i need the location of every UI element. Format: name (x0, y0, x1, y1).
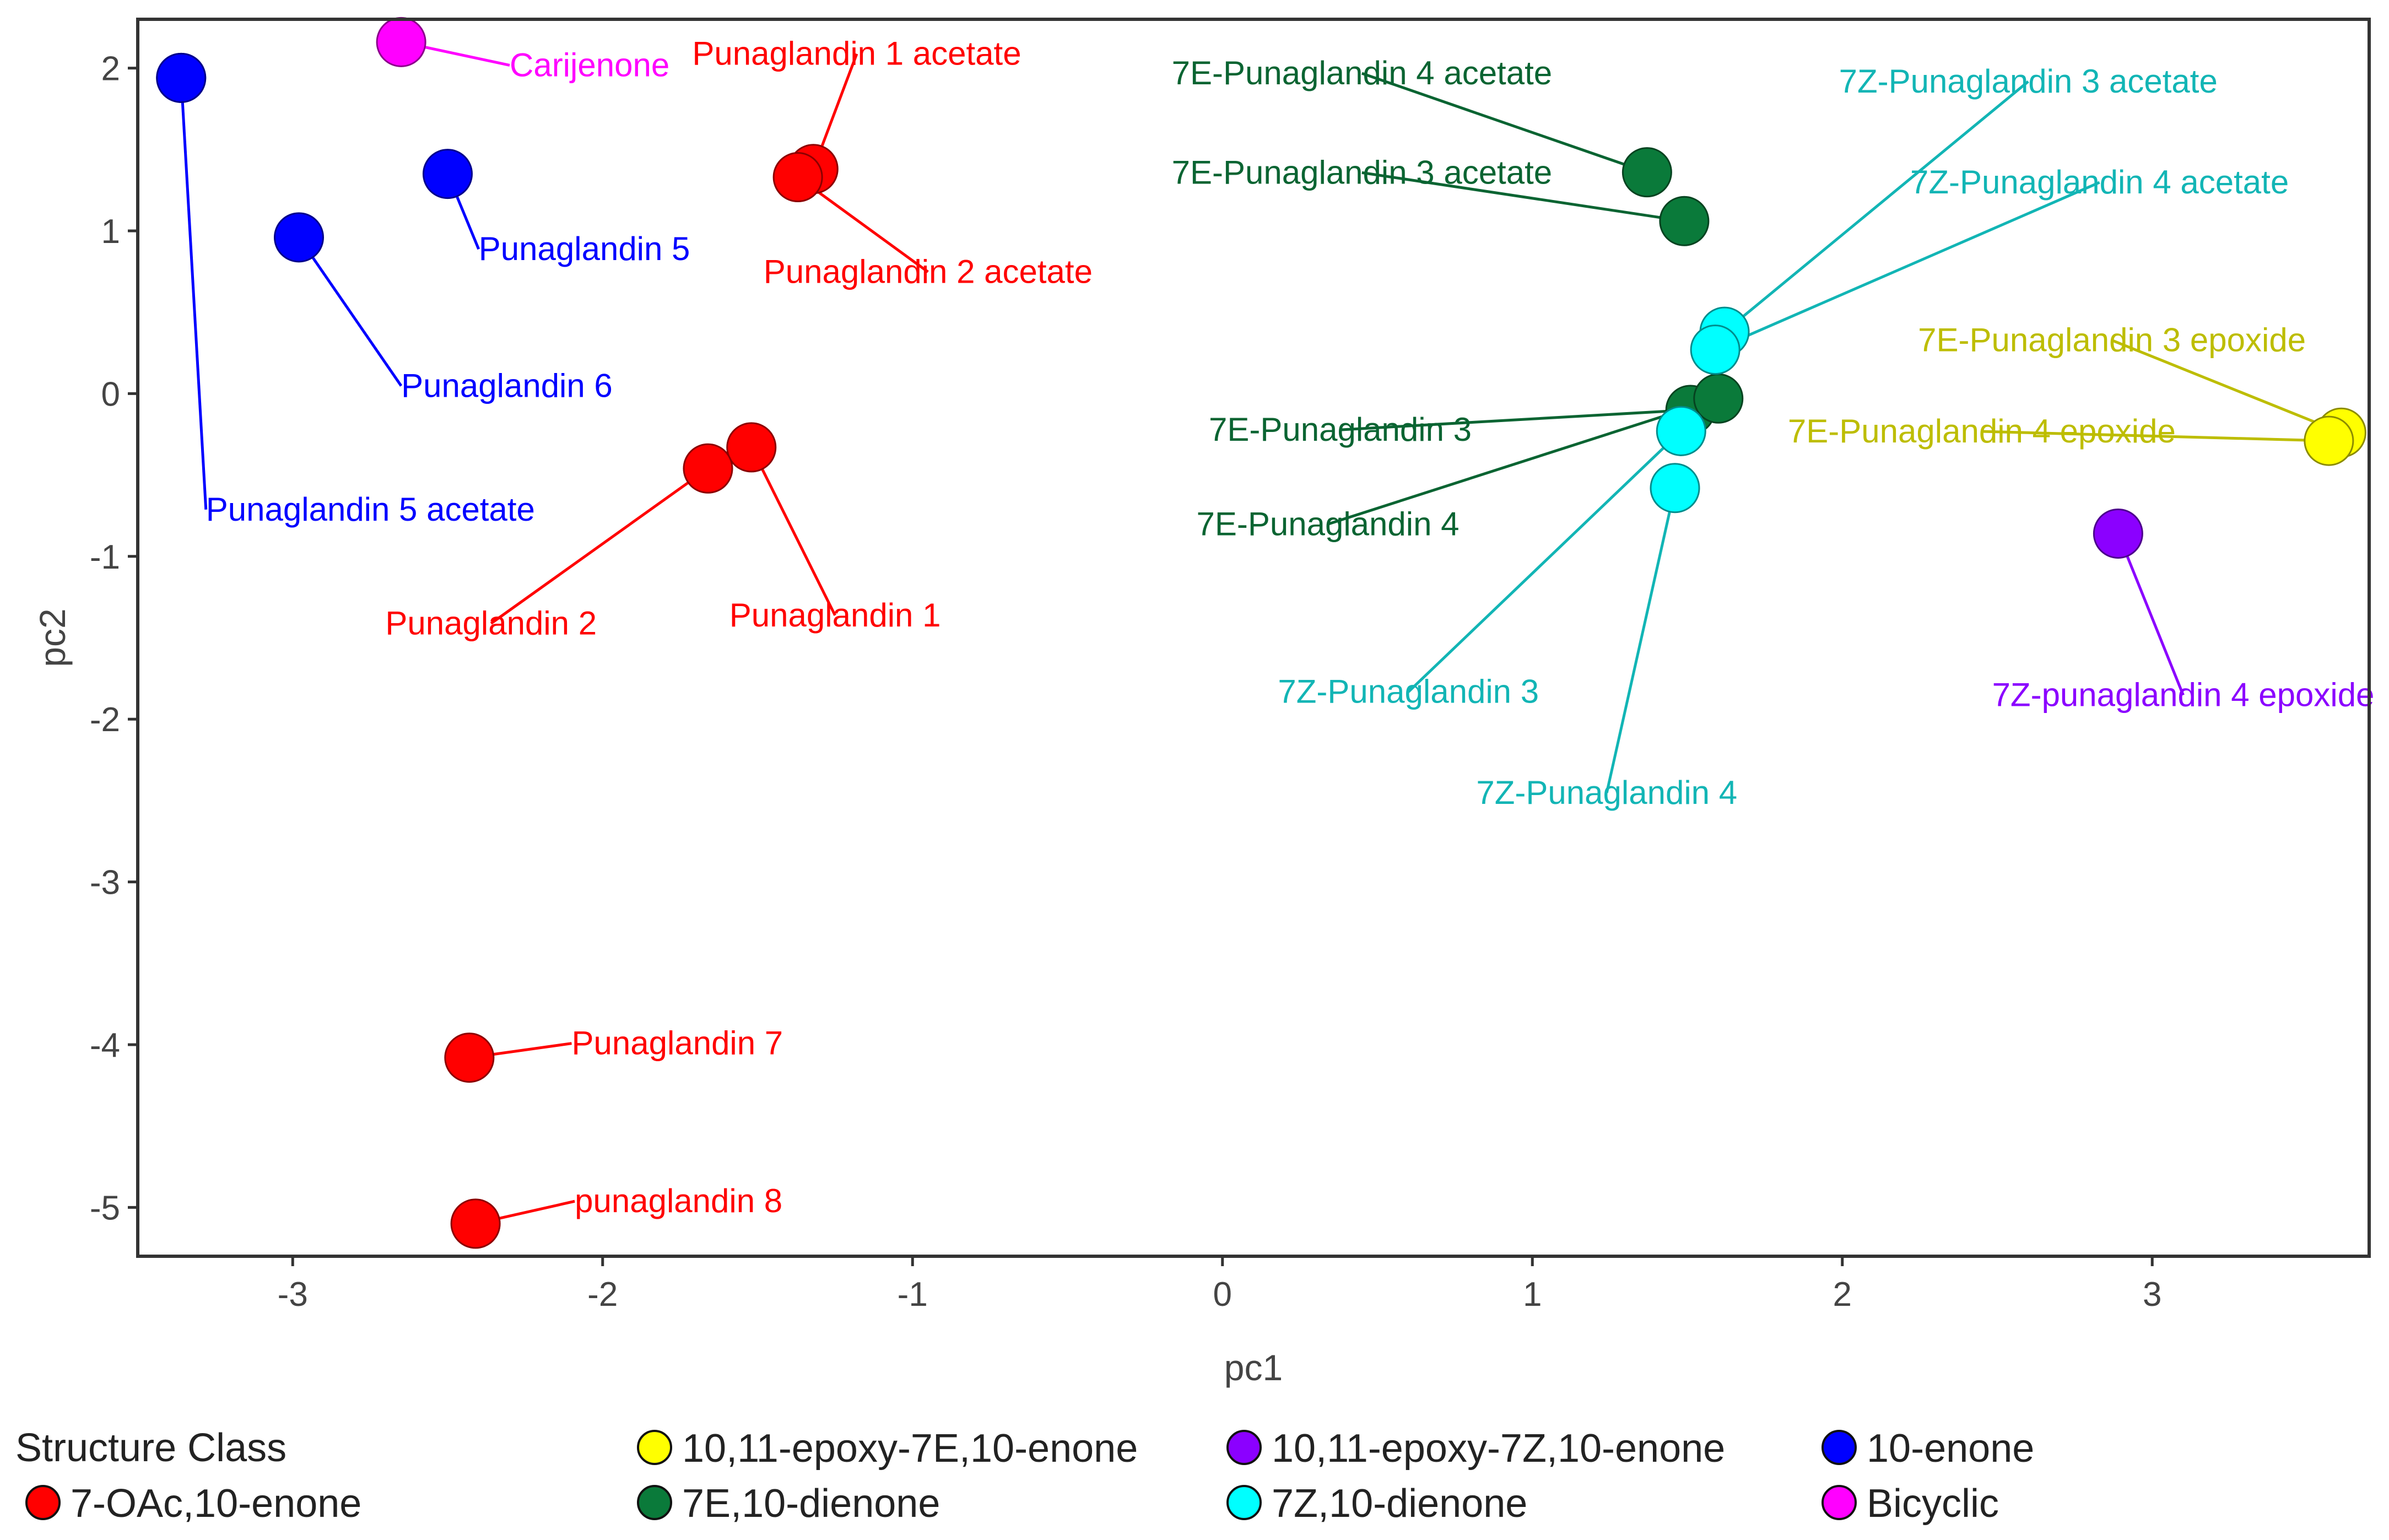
leader-line (2111, 339, 2342, 434)
point-label: 7E-Punaglandin 4 epoxide (1788, 413, 2176, 450)
legend-swatch (1226, 1485, 1262, 1520)
y-tick-label: 0 (101, 375, 120, 413)
data-point (772, 152, 823, 203)
y-tick-label: 1 (101, 213, 120, 251)
data-point (1690, 325, 1741, 375)
plot-area: Carijenone Punaglandin 5 Punaglandin 6 Puna… (156, 17, 2375, 1249)
legend-swatch (1822, 1430, 1857, 1465)
leader-line (1327, 397, 1719, 526)
legend: Structure Class 7-OAc,10-enone 10,11-epox… (15, 1426, 2034, 1526)
leader-line (490, 467, 709, 625)
point-label: Punaglandin 6 (401, 367, 613, 404)
leader-line (1981, 430, 2329, 442)
point-label: punaglandin 8 (575, 1182, 782, 1219)
data-point (423, 149, 473, 199)
data-point (1650, 463, 1700, 514)
x-tick-label: -1 (898, 1276, 928, 1314)
data-point (450, 1198, 501, 1249)
legend-label: 10,11-epoxy-7E,10-enone (682, 1426, 1138, 1471)
x-tick-label: 1 (1523, 1276, 1542, 1314)
point-label: 7Z-Punaglandin 3 (1278, 673, 1539, 710)
data-point (1656, 406, 1706, 456)
leader-line (750, 446, 836, 616)
leader-line (298, 236, 403, 387)
leader-line (1715, 181, 2100, 351)
data-point (444, 1033, 495, 1083)
x-tick-label: -3 (278, 1276, 308, 1314)
point-label: 7Z-punaglandin 4 epoxide (1992, 677, 2375, 714)
axes: -3 -2 -1 0 1 2 3 2 1 0 -1 -2 -3 -4 -5 (90, 50, 2162, 1314)
legend-swatch (637, 1485, 672, 1520)
legend-label: 7E,10-dienone (682, 1482, 940, 1526)
data-point (2304, 415, 2354, 466)
y-tick-label: -2 (90, 701, 120, 739)
legend-label: 10,11-epoxy-7Z,10-enone (1272, 1426, 1725, 1471)
data-point (1693, 373, 1744, 424)
point-label: 7E-Punaglandin 4 (1196, 505, 1459, 542)
legend-label: Bicyclic (1867, 1482, 1999, 1526)
data-point (1622, 147, 1672, 198)
point-label: 7Z-Punaglandin 3 acetate (1839, 63, 2218, 100)
x-axis-label: pc1 (1224, 1347, 1283, 1388)
point-label: Punaglandin 2 (385, 605, 597, 642)
point-label: Punaglandin 5 (479, 230, 690, 267)
point-label: 7E-Punaglandin 3 acetate (1172, 154, 1553, 191)
legend-swatch (1226, 1430, 1262, 1465)
point-label: Punaglandin 5 acetate (206, 491, 535, 528)
point-label: 7E-Punaglandin 3 epoxide (1918, 322, 2306, 359)
data-labels: Carijenone Punaglandin 5 Punaglandin 6 Puna… (206, 35, 2375, 1220)
leader-line (1361, 72, 1648, 174)
data-point (274, 212, 324, 263)
data-point (1659, 196, 1710, 246)
y-tick-label: -4 (90, 1026, 120, 1065)
data-point (726, 422, 777, 473)
x-tick-label: -2 (587, 1276, 618, 1314)
leader-line (1605, 488, 1677, 793)
leader-line (1340, 408, 1691, 431)
point-label: Punaglandin 1 acetate (692, 35, 1021, 72)
y-tick-label: -3 (90, 864, 120, 902)
leader-line (2117, 533, 2185, 696)
legend-swatch (25, 1485, 61, 1520)
legend-title: Structure Class (15, 1426, 287, 1470)
legend-swatch (1822, 1485, 1857, 1520)
point-label: 7Z-Punaglandin 4 acetate (1910, 164, 2289, 201)
data-point (156, 52, 207, 103)
y-tick-label: -1 (90, 538, 120, 576)
x-tick-label: 2 (1833, 1276, 1852, 1314)
point-label: 7E-Punaglandin 3 (1209, 411, 1472, 448)
legend-swatch (637, 1430, 672, 1465)
leader-line (180, 78, 208, 510)
leader-line (1723, 80, 2029, 333)
y-axis-label: pc2 (32, 608, 73, 667)
point-label: Carijenone (510, 46, 669, 83)
y-tick-label: -5 (90, 1189, 120, 1227)
point-label: 7E-Punaglandin 4 acetate (1172, 55, 1553, 91)
point-label: Punaglandin 2 acetate (764, 253, 1093, 290)
data-points (156, 17, 2366, 1249)
data-point (376, 17, 426, 67)
point-label: Punaglandin 7 (572, 1025, 783, 1062)
legend-label: 10-enone (1867, 1426, 2034, 1471)
data-point (2093, 508, 2143, 559)
leader-line (1407, 430, 1682, 693)
data-point (683, 443, 733, 494)
point-label: Punaglandin 1 (729, 597, 941, 634)
x-tick-label: 3 (2143, 1276, 2161, 1314)
y-tick-label: 2 (101, 50, 120, 88)
plot-frame (136, 18, 2371, 1258)
legend-label: 7Z,10-dienone (1272, 1482, 1527, 1526)
legend-label: 7-OAc,10-enone (71, 1482, 361, 1526)
leader-line (1361, 171, 1685, 223)
x-tick-label: 0 (1213, 1276, 1232, 1314)
point-label: 7Z-Punaglandin 4 (1476, 774, 1737, 811)
